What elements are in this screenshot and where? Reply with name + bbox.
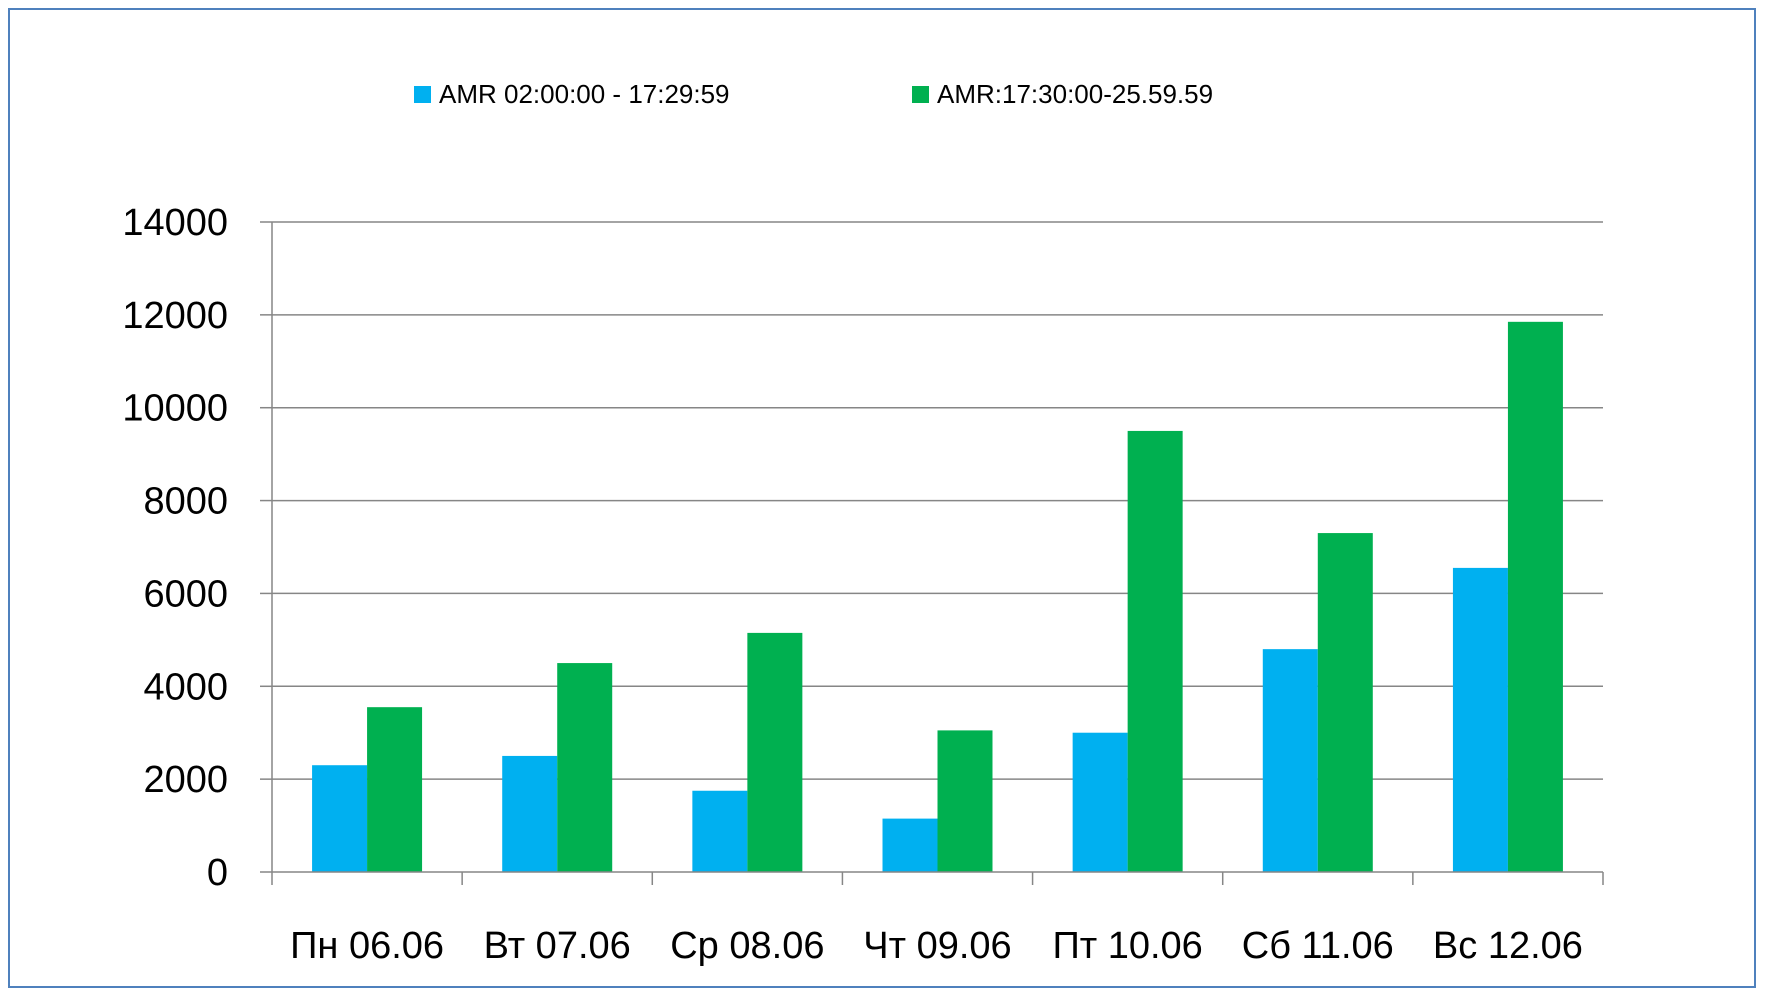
x-tick-label: Сб 11.06 xyxy=(1242,925,1394,967)
gridlines xyxy=(272,221,1603,780)
bar-series-2 xyxy=(747,632,803,872)
x-axis-ticks: Пн 06.06 Вт 07.06 Ср 08.06 Чт 09.06 Пт 10.06… xyxy=(271,872,1604,967)
y-tick-label: 8000 xyxy=(143,481,228,523)
y-tick-label: 6000 xyxy=(143,573,228,615)
legend-swatch xyxy=(414,86,431,103)
y-axis-ticks: 0 2000 4000 6000 8000 10000 12000 14000 xyxy=(122,202,272,894)
x-tick-label: Чт 09.06 xyxy=(863,925,1011,967)
y-tick-label: 12000 xyxy=(122,295,228,337)
bar-series-2 xyxy=(1507,321,1563,873)
y-tick-label: 2000 xyxy=(143,759,228,801)
bar-series-1 xyxy=(1262,649,1318,872)
bar-series-1 xyxy=(312,765,368,872)
y-tick-label: 10000 xyxy=(122,388,228,430)
x-tick-label: Пн 06.06 xyxy=(290,925,444,967)
y-tick-label: 14000 xyxy=(122,202,228,244)
bar-series-2 xyxy=(557,663,613,872)
bar-series-1 xyxy=(1452,567,1508,872)
y-tick-label: 0 xyxy=(207,852,228,894)
bar-series-1 xyxy=(502,755,558,872)
bar-series-2 xyxy=(1127,430,1183,872)
bar-series-1 xyxy=(692,790,748,872)
legend-label: AMR:17:30:00-25.59.59 xyxy=(937,79,1213,109)
bar-series-2 xyxy=(367,707,423,872)
bars xyxy=(312,321,1563,873)
bar-series-2 xyxy=(937,730,993,872)
x-tick-label: Вс 12.06 xyxy=(1433,925,1583,967)
axes xyxy=(271,222,1603,873)
x-tick-label: Ср 08.06 xyxy=(670,925,824,967)
legend: AMR 02:00:00 - 17:29:59 AMR:17:30:00-25.5… xyxy=(414,79,1213,109)
legend-swatch xyxy=(912,86,929,103)
bar-series-2 xyxy=(1317,533,1373,872)
bar-series-1 xyxy=(1072,732,1128,872)
y-tick-label: 4000 xyxy=(143,666,228,708)
x-tick-label: Пт 10.06 xyxy=(1052,925,1202,967)
legend-label: AMR 02:00:00 - 17:29:59 xyxy=(439,79,730,109)
x-tick-label: Вт 07.06 xyxy=(484,925,631,967)
bar-series-1 xyxy=(882,818,938,872)
